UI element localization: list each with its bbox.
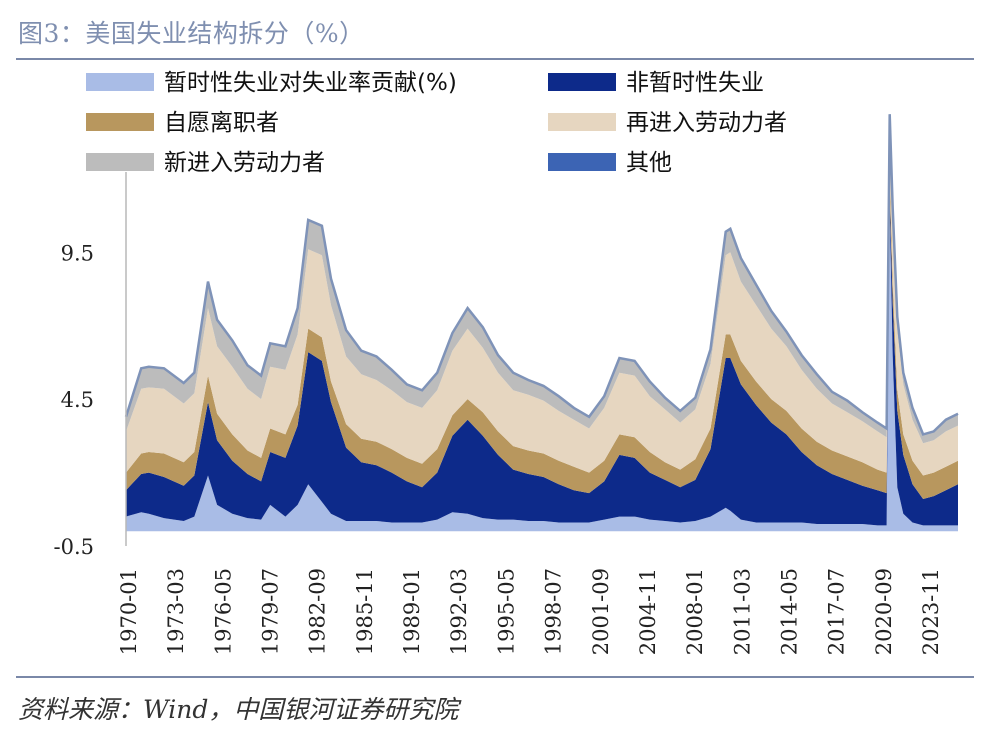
title-rule bbox=[16, 58, 974, 60]
x-tick-label: 1973-03 bbox=[164, 568, 188, 655]
y-tick-label: 9.5 bbox=[61, 241, 94, 265]
area-series bbox=[126, 193, 958, 526]
y-tick-label: 4.5 bbox=[61, 388, 94, 412]
area-series bbox=[126, 125, 958, 476]
chart-title: 图3：美国失业结构拆分（%） bbox=[18, 19, 365, 48]
x-tick-label: 2011-03 bbox=[730, 568, 754, 655]
legend-label: 其他 bbox=[626, 150, 672, 176]
x-tick-label: 1979-07 bbox=[259, 568, 283, 655]
legend-swatch bbox=[86, 153, 154, 171]
x-tick-label: 1989-01 bbox=[400, 568, 424, 655]
x-tick-label: 2023-11 bbox=[919, 568, 943, 655]
legend-swatch bbox=[86, 113, 154, 131]
legend-swatch bbox=[548, 153, 616, 171]
area-series bbox=[126, 208, 958, 532]
total-outline bbox=[124, 114, 959, 436]
x-tick-label: 2020-09 bbox=[872, 568, 896, 655]
x-tick-label: 1995-05 bbox=[494, 568, 518, 655]
y-tick-label: -0.5 bbox=[54, 535, 95, 559]
x-tick-label: 1985-11 bbox=[353, 568, 377, 655]
x-tick-label: 1970-01 bbox=[117, 568, 141, 655]
legend-swatch bbox=[86, 73, 154, 91]
legend-swatch bbox=[548, 73, 616, 91]
legend-swatch bbox=[548, 113, 616, 131]
x-tick-label: 1992-03 bbox=[447, 568, 471, 655]
legend-label: 自愿离职者 bbox=[164, 110, 279, 136]
x-tick-label: 2004-11 bbox=[636, 568, 660, 655]
x-tick-label: 1998-07 bbox=[542, 568, 566, 655]
x-tick-label: 2017-07 bbox=[825, 568, 849, 655]
legend-label: 非暂时性失业 bbox=[626, 70, 764, 96]
x-tick-label: 1976-05 bbox=[211, 568, 235, 655]
legend-label: 暂时性失业对失业率贡献(%) bbox=[164, 70, 457, 96]
legend-label: 再进入劳动力者 bbox=[626, 110, 787, 136]
axes: 9.5 4.5 -0.5 1970-01 1973-03 1976-05 1979-07 19… bbox=[54, 172, 943, 655]
x-tick-label: 2001-09 bbox=[589, 568, 613, 655]
x-tick-label: 2008-01 bbox=[683, 568, 707, 655]
source-rule bbox=[16, 676, 974, 678]
source-note: 资料来源：Wind，中国银河证券研究院 bbox=[18, 695, 459, 724]
x-tick-label: 1982-09 bbox=[306, 568, 330, 655]
legend-label: 新进入劳动力者 bbox=[164, 150, 325, 176]
stacked-areas bbox=[124, 114, 959, 532]
x-tick-label: 2014-05 bbox=[778, 568, 802, 655]
